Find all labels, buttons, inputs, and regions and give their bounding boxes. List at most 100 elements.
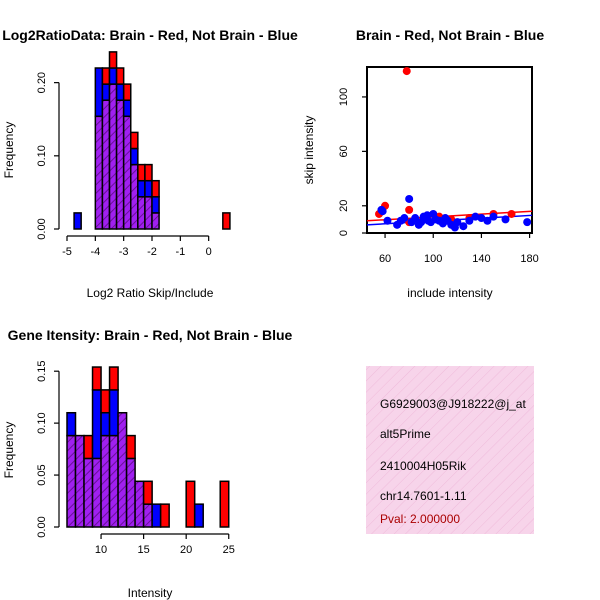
gene-intensity-histogram: Gene Itensity: Brain - Red, Not Brain - …	[2, 327, 293, 600]
y-tick-label: 60	[338, 145, 350, 157]
hist-bar-overlap	[108, 434, 119, 528]
hist-bar-overlap	[100, 434, 111, 528]
hist-bar-brain	[137, 163, 146, 182]
scatter-point-brain	[507, 209, 516, 218]
scatter-point-not-brain	[383, 216, 392, 225]
hist-bar-brain	[122, 83, 132, 101]
hist-bar-brain	[185, 480, 196, 528]
hist-bar-not-brain	[100, 411, 111, 437]
hist-bar-overlap	[91, 457, 102, 528]
y-tick-label: 0.15	[36, 360, 48, 381]
log2-ratio-x-label: Log2 Ratio Skip/Include	[87, 286, 214, 300]
hist-bar-brain	[91, 366, 102, 391]
y-tick-label: 100	[338, 88, 350, 106]
scatter-point-not-brain	[405, 194, 414, 203]
x-tick-label: 25	[223, 544, 235, 556]
y-tick-label: 0.05	[36, 464, 48, 485]
y-tick-label: 0.20	[36, 72, 48, 93]
x-tick-label: 20	[180, 544, 192, 556]
x-tick-label: 100	[424, 253, 442, 265]
scatter-point-not-brain	[411, 214, 420, 223]
x-tick-label: 60	[379, 253, 391, 265]
hist-bar-overlap	[117, 411, 128, 528]
hist-bar-not-brain	[108, 389, 119, 437]
hist-bar-brain	[108, 366, 119, 391]
hist-bar-brain	[159, 503, 170, 528]
hist-bar-not-brain	[115, 83, 125, 101]
x-tick-label: 15	[137, 544, 149, 556]
hist-bar-brain	[125, 434, 136, 460]
y-tick-label: 0.00	[36, 516, 48, 537]
hist-bar-not-brain	[151, 196, 160, 214]
y-tick-label: 20	[338, 200, 350, 212]
gene-intensity-x-label: Intensity	[128, 586, 173, 600]
hist-bar-overlap	[144, 196, 153, 230]
hist-bar-not-brain	[137, 179, 146, 198]
hist-bar-not-brain	[151, 503, 162, 528]
scatter-point-not-brain	[453, 218, 462, 227]
info-event-id: G6929003@J918222@j_at	[380, 397, 526, 411]
x-tick-label: -2	[147, 246, 157, 258]
hist-bar-not-brain	[130, 147, 139, 166]
scatter-point-not-brain	[523, 218, 532, 227]
y-tick-label: 0.10	[36, 412, 48, 433]
x-tick-label: 140	[472, 253, 490, 265]
scatter-x-label: include intensity	[407, 286, 492, 300]
hist-bar-brain	[83, 434, 94, 460]
hist-bar-overlap	[94, 115, 104, 230]
hist-bar-overlap	[151, 212, 160, 230]
hist-bar-not-brain	[94, 67, 104, 118]
scatter-y-label: skip intensity	[302, 116, 316, 185]
hist-bar-brain	[108, 51, 118, 69]
hist-bar-overlap	[142, 503, 153, 528]
scatter-point-brain	[402, 67, 411, 76]
info-pval: Pval: 2.000000	[380, 512, 460, 526]
hist-bar-brain	[130, 131, 139, 150]
hist-bar-not-brain	[66, 411, 77, 437]
scatter-point-not-brain	[489, 212, 498, 221]
hist-bar-not-brain	[101, 83, 111, 101]
x-tick-label: -1	[175, 246, 185, 258]
gene-intensity-y-label: Frequency	[2, 422, 16, 479]
hist-bar-brain	[115, 67, 125, 85]
gene-intensity-title: Gene Itensity: Brain - Red, Not Brain - …	[8, 327, 293, 343]
hist-bar-overlap	[134, 480, 145, 528]
hist-bar-not-brain	[73, 212, 82, 230]
hist-bar-brain	[144, 163, 153, 182]
info-location: chr14.7601-1.11	[380, 489, 467, 503]
skip-vs-include-scatter: Brain - Red, Not Brain - Blue 60 100 140 18…	[302, 27, 544, 300]
hist-bar-brain	[142, 480, 153, 505]
scatter-point-not-brain	[465, 216, 474, 225]
hist-bar-not-brain	[108, 67, 118, 85]
log2-ratio-y-label: Frequency	[2, 122, 16, 179]
x-tick-label: -5	[62, 246, 72, 258]
scatter-point-not-brain	[459, 222, 468, 231]
info-event-type: alt5Prime	[380, 427, 431, 441]
scatter-point-not-brain	[483, 216, 492, 225]
scatter-frame	[366, 66, 533, 234]
hist-bar-brain	[100, 389, 111, 414]
x-tick-label: -3	[119, 246, 129, 258]
info-gene-name: 2410004H05Rik	[380, 459, 467, 473]
hist-bar-overlap	[74, 434, 85, 528]
hist-bar-overlap	[66, 434, 77, 528]
hist-bar-overlap	[101, 99, 111, 230]
x-tick-label: 180	[520, 253, 538, 265]
log2-ratio-title: Log2RatioData: Brain - Red, Not Brain - …	[2, 27, 298, 43]
log2-ratio-histogram: Log2RatioData: Brain - Red, Not Brain - …	[2, 27, 298, 300]
scatter-point-not-brain	[501, 215, 510, 224]
info-panel: G6929003@J918222@j_at alt5Prime 2410004H…	[366, 366, 534, 534]
y-tick-label: 0.00	[36, 218, 48, 239]
hist-bar-overlap	[137, 196, 146, 230]
x-tick-label: 10	[95, 544, 107, 556]
hist-bar-not-brain	[193, 503, 204, 528]
hist-bar-overlap	[125, 457, 136, 528]
scatter-point-not-brain	[378, 207, 387, 216]
x-tick-label: -4	[90, 246, 100, 258]
hist-bar-brain	[151, 179, 160, 198]
info-panel-background	[366, 366, 534, 534]
scatter-point-brain	[405, 205, 414, 214]
scatter-title: Brain - Red, Not Brain - Blue	[356, 27, 544, 43]
hist-bar-overlap	[83, 457, 94, 528]
hist-bar-overlap	[130, 163, 139, 230]
